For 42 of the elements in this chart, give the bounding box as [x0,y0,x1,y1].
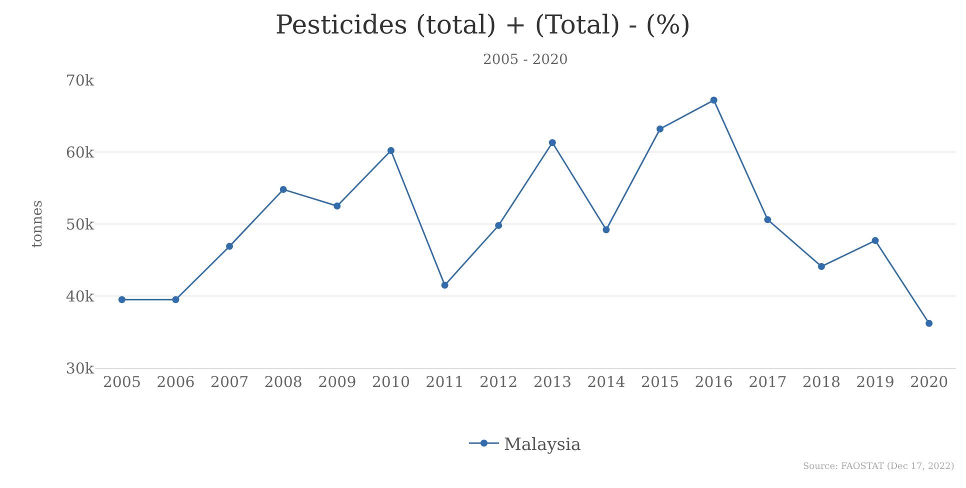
point [280,186,287,193]
point [118,296,126,304]
x-tick-label: 2010 [372,373,410,391]
source-note: Source: FAOSTAT (Dec 17, 2022) [803,462,954,472]
x-tick-label: 2020 [910,373,948,391]
point [764,216,772,224]
point [441,282,448,289]
x-tick-label: 2015 [640,373,680,391]
x-tick-label: 2006 [156,373,195,391]
point [872,237,879,244]
y-tick-label: 50k [66,215,95,234]
point [548,139,556,146]
chart-subtitle: 2005 - 2020 [483,52,568,68]
point [818,262,825,270]
point [602,226,610,234]
point [172,296,180,304]
point [710,96,718,104]
y-tick-label: 70k [66,71,95,90]
x-tick-label: 2016 [694,373,733,391]
x-tick-label: 2009 [318,373,356,391]
x-tick-label: 2008 [264,373,302,391]
x-tick-label: 2011 [426,373,464,391]
point [387,147,394,154]
x-tick-label: 2014 [587,373,626,391]
x-tick-label: 2018 [802,373,841,391]
x-tick-label: 2013 [533,373,572,391]
y-tick-label: 60k [66,143,95,162]
legend-label: Malaysia [504,434,582,455]
point [226,242,234,250]
point [334,202,341,210]
y-axis-title: tonnes [29,200,46,248]
y-tick-label: 30k [66,359,95,378]
y-tick-label: 40k [66,287,95,306]
x-tick-label: 2007 [210,373,249,391]
x-tick-label: 2005 [102,373,142,391]
chart-title: Pesticides (total) + (Total) - (%) [275,10,691,40]
x-tick-label: 2019 [856,373,894,391]
point [495,222,502,229]
x-tick-label: 2012 [479,373,518,391]
point [926,320,933,327]
point [656,125,664,132]
x-tick-label: 2017 [748,373,787,391]
